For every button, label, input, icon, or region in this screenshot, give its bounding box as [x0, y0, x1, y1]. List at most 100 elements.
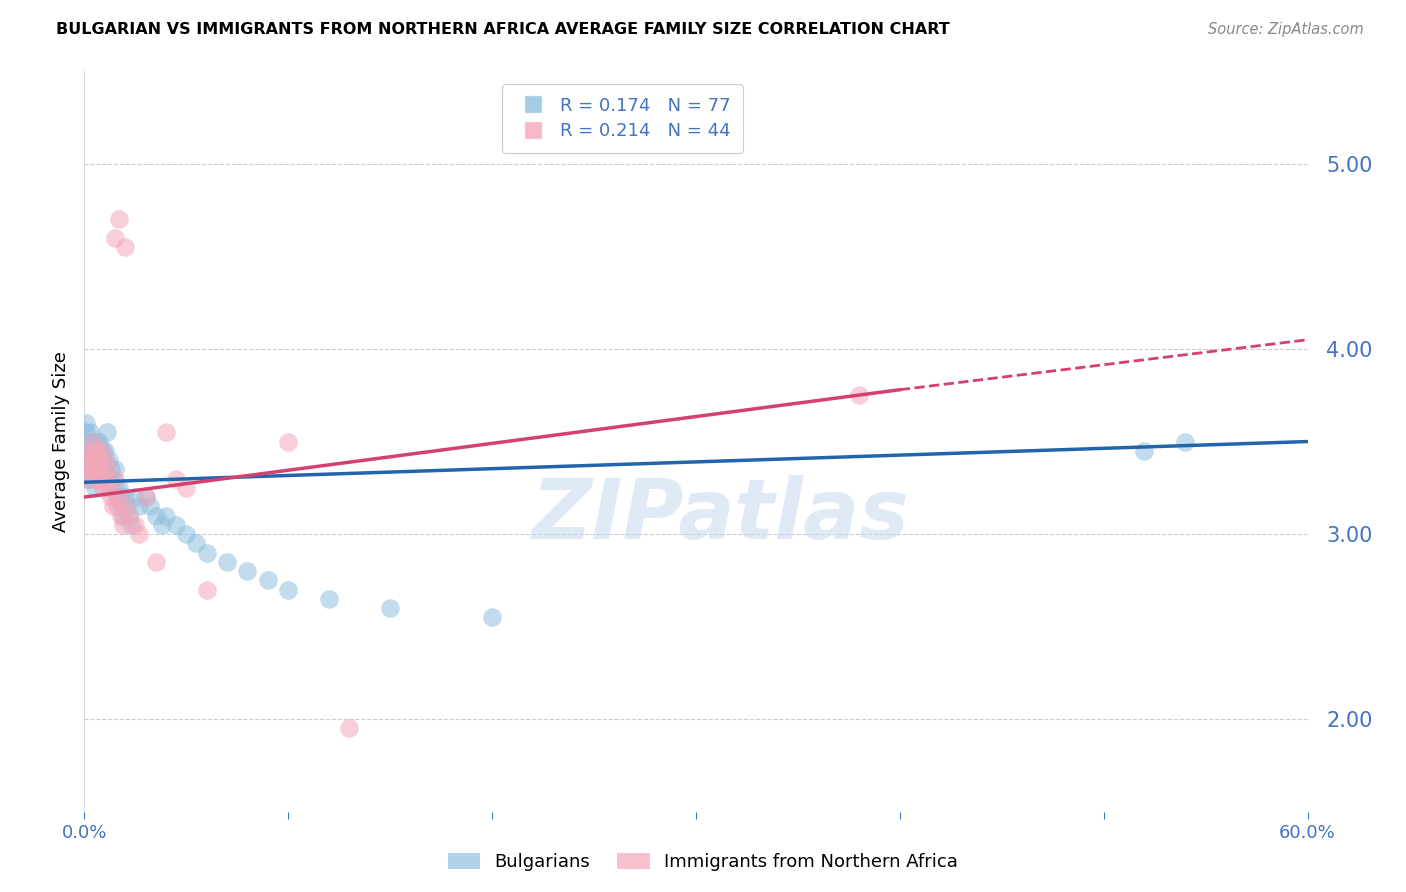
Point: [110, 500, 132, 514]
Point: [195, 582, 218, 597]
Point: [277, 582, 299, 597]
Point: [97, 471, 120, 485]
Point: [93, 471, 115, 485]
Point: [83, 462, 105, 476]
Point: [1174, 434, 1197, 449]
Point: [186, 536, 208, 550]
Point: [77, 434, 100, 449]
Point: [91, 462, 114, 476]
Point: [77, 462, 100, 476]
Point: [83, 481, 105, 495]
Point: [97, 481, 120, 495]
Point: [83, 434, 105, 449]
Point: [100, 462, 122, 476]
Point: [79, 462, 101, 476]
Point: [86, 443, 108, 458]
Point: [128, 500, 150, 514]
Point: [83, 443, 105, 458]
Point: [91, 453, 114, 467]
Point: [120, 517, 142, 532]
Legend: Bulgarians, Immigrants from Northern Africa: Bulgarians, Immigrants from Northern Afr…: [440, 846, 966, 879]
Point: [217, 555, 239, 569]
Point: [150, 517, 173, 532]
Point: [90, 443, 112, 458]
Point: [101, 471, 124, 485]
Point: [91, 481, 114, 495]
Point: [114, 490, 136, 504]
Point: [90, 453, 112, 467]
Point: [82, 443, 104, 458]
Point: [108, 481, 131, 495]
Point: [93, 453, 115, 467]
Point: [257, 574, 280, 588]
Point: [90, 462, 112, 476]
Point: [82, 462, 104, 476]
Point: [318, 591, 340, 606]
Y-axis label: Average Family Size: Average Family Size: [52, 351, 70, 532]
Point: [77, 453, 100, 467]
Point: [236, 564, 259, 578]
Point: [75, 443, 97, 458]
Point: [83, 471, 105, 485]
Point: [79, 443, 101, 458]
Point: [1133, 443, 1156, 458]
Point: [155, 425, 177, 440]
Point: [86, 453, 108, 467]
Point: [83, 453, 105, 467]
Point: [481, 610, 503, 624]
Point: [77, 462, 100, 476]
Point: [104, 462, 127, 476]
Point: [848, 388, 870, 402]
Point: [108, 490, 131, 504]
Point: [90, 443, 112, 458]
Point: [104, 471, 127, 485]
Point: [96, 425, 118, 440]
Point: [86, 434, 108, 449]
Point: [79, 462, 101, 476]
Point: [155, 508, 177, 523]
Point: [339, 722, 361, 736]
Point: [87, 453, 110, 467]
Point: [93, 453, 115, 467]
Point: [174, 481, 197, 495]
Point: [174, 527, 197, 541]
Point: [79, 443, 101, 458]
Point: [112, 508, 135, 523]
Point: [138, 500, 160, 514]
Legend: R = 0.174   N = 77, R = 0.214   N = 44: R = 0.174 N = 77, R = 0.214 N = 44: [502, 84, 744, 153]
Point: [96, 471, 118, 485]
Point: [90, 462, 112, 476]
Point: [110, 490, 132, 504]
Point: [165, 471, 187, 485]
Point: [79, 471, 101, 485]
Point: [135, 490, 157, 504]
Point: [105, 490, 128, 504]
Point: [87, 453, 110, 467]
Point: [86, 462, 108, 476]
Point: [128, 527, 150, 541]
Point: [115, 500, 138, 514]
Point: [93, 462, 115, 476]
Point: [100, 490, 122, 504]
Point: [83, 471, 105, 485]
Point: [104, 481, 127, 495]
Point: [77, 443, 100, 458]
Point: [87, 443, 110, 458]
Point: [104, 231, 127, 245]
Point: [75, 471, 97, 485]
Point: [145, 508, 167, 523]
Point: [82, 462, 104, 476]
Point: [114, 500, 136, 514]
Point: [86, 443, 108, 458]
Point: [110, 508, 132, 523]
Text: BULGARIAN VS IMMIGRANTS FROM NORTHERN AFRICA AVERAGE FAMILY SIZE CORRELATION CHA: BULGARIAN VS IMMIGRANTS FROM NORTHERN AF…: [56, 22, 950, 37]
Point: [93, 443, 115, 458]
Point: [87, 462, 110, 476]
Point: [79, 453, 101, 467]
Point: [82, 434, 104, 449]
Point: [87, 434, 110, 449]
Point: [124, 517, 146, 532]
Point: [97, 453, 120, 467]
Point: [82, 453, 104, 467]
Point: [83, 443, 105, 458]
